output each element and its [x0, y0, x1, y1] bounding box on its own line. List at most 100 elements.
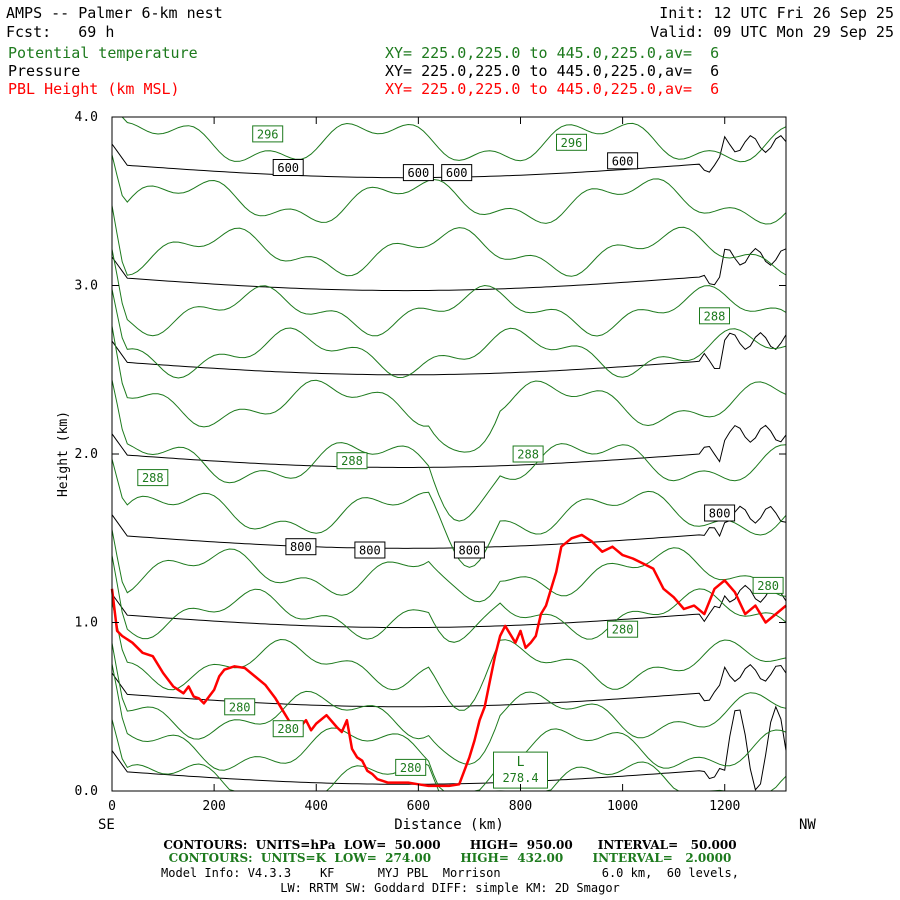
potential-temperature-contours	[111, 116, 787, 792]
contour-label-box	[354, 541, 386, 559]
low-marker-value: 278.4	[502, 771, 538, 785]
contour-label-box	[272, 720, 304, 738]
contour-label-text: 280	[277, 722, 299, 736]
contour-label: 600	[441, 164, 473, 182]
model-info: Model Info: V4.3.3 KF MYJ PBL Morrison 6…	[161, 866, 739, 880]
legend-label-pressure: Pressure	[8, 62, 81, 80]
contour-label: 800	[354, 541, 386, 559]
contour-label-text: 800	[709, 507, 731, 521]
theta-contour-line	[111, 529, 787, 603]
contour-label-text: 280	[757, 579, 779, 593]
theta-contour-line	[111, 601, 787, 711]
theta-contour-line	[111, 555, 787, 643]
y-axis-label: Height (km)	[56, 411, 71, 497]
contour-label-text: 288	[517, 448, 539, 462]
contour-label-box	[607, 620, 639, 638]
x-tick-label: 1200	[709, 799, 740, 814]
contour-label: 280	[272, 720, 304, 738]
contour-label-box	[441, 164, 473, 182]
x-axis-label: Distance (km)	[394, 817, 504, 833]
theta-contour-line	[111, 325, 787, 453]
pressure-contour-line	[111, 705, 787, 791]
contour-label: 280	[607, 620, 639, 638]
contour-label: 296	[556, 133, 587, 151]
contour-label-box	[224, 698, 256, 716]
contour-label-text: 288	[341, 454, 363, 468]
contour-label: 600	[607, 152, 639, 170]
pbl-height-layer	[110, 533, 787, 788]
legend-xy-pressure: XY= 225.0,225.0 to 445.0,225.0,av= 6	[385, 62, 720, 80]
x-tick-label: 1000	[607, 799, 638, 814]
contour-label: 288	[512, 445, 544, 463]
theta-contour-line	[111, 205, 787, 277]
contour-label-box	[453, 541, 485, 559]
theta-contour-line	[111, 288, 787, 379]
theta-contour-line	[111, 642, 787, 765]
y-tick-label: 1.0	[75, 616, 98, 631]
y-tick-label: 2.0	[75, 447, 98, 462]
contour-label-text: 280	[400, 761, 422, 775]
pressure-contour-line	[111, 247, 787, 292]
contour-label-box	[137, 469, 169, 487]
valid-time: Valid: 09 UTC Mon 29 Sep 25	[650, 23, 894, 41]
contour-label-box	[699, 307, 730, 325]
contour-label: 288	[137, 469, 169, 487]
contour-label: 288	[336, 452, 368, 470]
pressure-contour-line	[111, 505, 787, 549]
forecast-hour: Fcst: 69 h	[6, 23, 115, 41]
contour-label-box	[252, 125, 284, 143]
x-tick-label: 0	[108, 799, 116, 814]
y-tick-label: 4.0	[75, 110, 98, 125]
physics-info: LW: RRTM SW: Goddard DIFF: simple KM: 2D…	[280, 881, 620, 895]
contour-label: 296	[252, 125, 284, 143]
contour-label-box	[556, 133, 587, 151]
x-tick-label: 600	[407, 799, 430, 814]
contour-label-box	[402, 164, 434, 182]
chart-title: AMPS -- Palmer 6-km nest	[6, 4, 223, 22]
contour-label-text: 800	[459, 544, 481, 558]
legend-xy-theta: XY= 225.0,225.0 to 445.0,225.0,av= 6	[385, 44, 720, 62]
legend-label-pbl: PBL Height (km MSL)	[8, 80, 180, 98]
y-tick-label: 0.0	[75, 784, 98, 799]
axes: 0 200 400 600 800 1000 1200 0.0 1.0 2.0 3.0 4.0 Dist…	[56, 110, 816, 833]
contour-label: 800	[453, 541, 485, 559]
contour-label: 280	[224, 698, 256, 716]
left-end-label: SE	[98, 817, 115, 833]
y-tick-label: 3.0	[75, 279, 98, 294]
contour-label-box	[336, 452, 368, 470]
legend-xy-pbl: XY= 225.0,225.0 to 445.0,225.0,av= 6	[385, 80, 720, 98]
theta-contour-line	[111, 379, 787, 522]
contour-label: 280	[395, 758, 427, 776]
init-time: Init: 12 UTC Fri 26 Sep 25	[659, 4, 894, 22]
pressure-contour-line	[111, 424, 787, 468]
legend-label-theta: Potential temperature	[8, 44, 198, 62]
pressure-contour-line	[111, 584, 787, 629]
x-tick-label: 400	[305, 799, 328, 814]
contour-label-text: 280	[229, 700, 251, 714]
contour-label-text: 288	[704, 309, 726, 323]
theta-contour-line	[111, 458, 787, 568]
contour-label-text: 296	[561, 136, 583, 150]
right-end-label: NW	[799, 817, 816, 833]
contour-label-text: 280	[612, 623, 634, 637]
theta-contour-info: CONTOURS: UNITS=K LOW= 274.00 HIGH= 432.…	[168, 851, 732, 865]
contour-label-box	[285, 538, 317, 556]
pressure-contour-line	[111, 332, 787, 376]
contour-label-text: 800	[359, 544, 381, 558]
theta-contour-line	[112, 116, 787, 163]
contour-labels: 600 600 600 600 800 800 800 800 296 296 288 288 288 2…	[137, 125, 784, 789]
contour-label: 800	[704, 504, 736, 522]
contour-label: 288	[699, 307, 730, 325]
contour-label-box	[704, 504, 736, 522]
contour-label-text: 600	[277, 161, 299, 175]
pressure-contours	[111, 135, 787, 791]
x-tick-label: 200	[202, 799, 225, 814]
contour-label-text: 600	[612, 154, 634, 168]
pbl-height-line	[110, 533, 787, 788]
pressure-contour-info: CONTOURS: UNITS=hPa LOW= 50.000 HIGH= 95…	[163, 838, 737, 852]
contour-label-text: 800	[290, 540, 312, 554]
contour-label-box	[272, 159, 304, 176]
contour-label: 600	[402, 164, 434, 182]
contour-label-text: 296	[257, 127, 279, 141]
